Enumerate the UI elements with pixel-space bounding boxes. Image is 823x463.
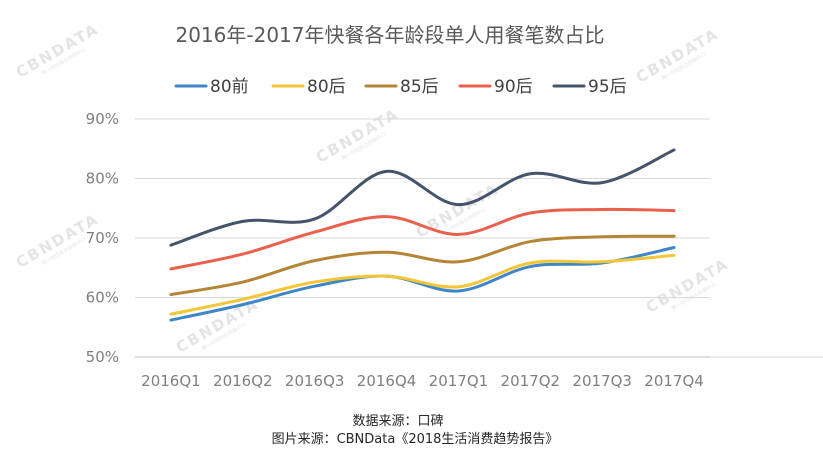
watermark-logo: CBNDATA xyxy=(643,255,732,317)
x-tick-label: 2016Q3 xyxy=(285,372,345,390)
data-source-note: 数据来源：口碑 xyxy=(352,413,443,429)
series-line-95后 xyxy=(169,148,676,247)
x-tick-label: 2017Q2 xyxy=(501,372,561,390)
legend-label: 90后 xyxy=(494,77,533,97)
series-line-80后 xyxy=(169,253,676,316)
legend: 80前 80后 85后 90后 95后 xyxy=(174,77,627,97)
y-tick-label: 90% xyxy=(86,110,119,128)
legend-item: 95后 xyxy=(552,77,627,97)
watermark-layer: CBNDATA第一财经商业数据中心CBNDATA第一财经商业数据中心CBNDAT… xyxy=(13,20,732,357)
x-tick-label: 2017Q1 xyxy=(429,372,489,390)
legend-label: 85后 xyxy=(400,77,439,97)
y-tick-label: 80% xyxy=(86,170,119,188)
watermark-logo: CBNDATA xyxy=(633,25,722,87)
series-line-90后 xyxy=(169,207,676,271)
legend-item: 80后 xyxy=(271,77,346,97)
legend-item: 90后 xyxy=(458,77,533,97)
x-tick-label: 2016Q1 xyxy=(141,372,201,390)
series-line-80前 xyxy=(169,246,676,322)
series-lines xyxy=(169,148,676,322)
watermark-logo: CBNDATA xyxy=(13,20,102,82)
x-tick-label: 2017Q3 xyxy=(572,372,632,390)
chart-title: 2016年-2017年快餐各年龄段单人用餐笔数占比 xyxy=(175,23,604,47)
y-tick-label: 70% xyxy=(86,229,119,247)
legend-item: 85后 xyxy=(364,77,439,97)
image-source-note: 图片来源：CBNData《2018生活消费趋势报告》 xyxy=(272,431,559,447)
y-axis: 50% 60% 70% 80% 90% xyxy=(86,110,119,366)
watermark-logo: CBNDATA xyxy=(313,105,402,167)
legend-label: 95后 xyxy=(588,77,627,97)
x-tick-label: 2016Q4 xyxy=(357,372,417,390)
legend-label: 80前 xyxy=(210,77,249,97)
legend-item: 80前 xyxy=(174,77,249,97)
x-axis: 2016Q1 2016Q2 2016Q3 2016Q4 2017Q1 2017Q2 2017… xyxy=(141,372,704,390)
y-tick-label: 60% xyxy=(86,289,119,307)
series-line-85后 xyxy=(169,234,676,297)
y-tick-label: 50% xyxy=(86,348,119,366)
x-tick-label: 2017Q4 xyxy=(644,372,704,390)
legend-label: 80后 xyxy=(307,77,346,97)
x-tick-label: 2016Q2 xyxy=(213,372,273,390)
